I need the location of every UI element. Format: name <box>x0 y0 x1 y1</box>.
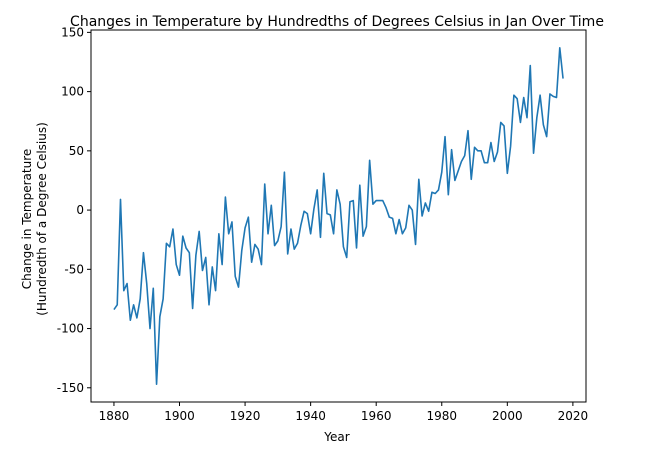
y-tick-label: -50 <box>64 262 84 276</box>
x-tick-label: 1880 <box>99 409 130 423</box>
y-axis: -150 -100 -50 0 50 100 150 <box>57 25 91 395</box>
y-tick-label: 100 <box>61 85 84 99</box>
y-tick-label: -150 <box>57 381 84 395</box>
y-tick-label: 50 <box>69 144 84 158</box>
x-tick-label: 1900 <box>164 409 195 423</box>
x-tick-label: 1940 <box>295 409 326 423</box>
y-axis-label-line-2: (Hundredth of a Degree Celsius) <box>35 122 49 316</box>
axes-frame <box>90 29 587 403</box>
y-axis-label-line-1: Change in Temperature <box>20 149 34 290</box>
x-tick-label: 1980 <box>426 409 457 423</box>
y-tick-label: -100 <box>57 322 84 336</box>
x-tick-label: 1960 <box>361 409 392 423</box>
x-tick-label: 1920 <box>230 409 261 423</box>
x-tick-label: 2020 <box>558 409 589 423</box>
series-line-0 <box>113 46 564 386</box>
x-tick-label: 2000 <box>492 409 523 423</box>
y-axis-label: Change in Temperature (Hundredth of a De… <box>20 122 49 316</box>
y-tick-label: 150 <box>61 25 84 39</box>
y-tick-label: 0 <box>76 203 84 217</box>
x-axis-label: Year <box>323 430 349 444</box>
chart-title: Changes in Temperature by Hundredths of … <box>70 14 604 30</box>
x-axis: 1880 1900 1920 1940 1960 1980 2000 2020 <box>99 402 588 423</box>
plot-area <box>113 46 564 386</box>
